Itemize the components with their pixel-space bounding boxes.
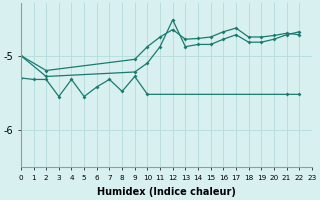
X-axis label: Humidex (Indice chaleur): Humidex (Indice chaleur)	[97, 187, 236, 197]
